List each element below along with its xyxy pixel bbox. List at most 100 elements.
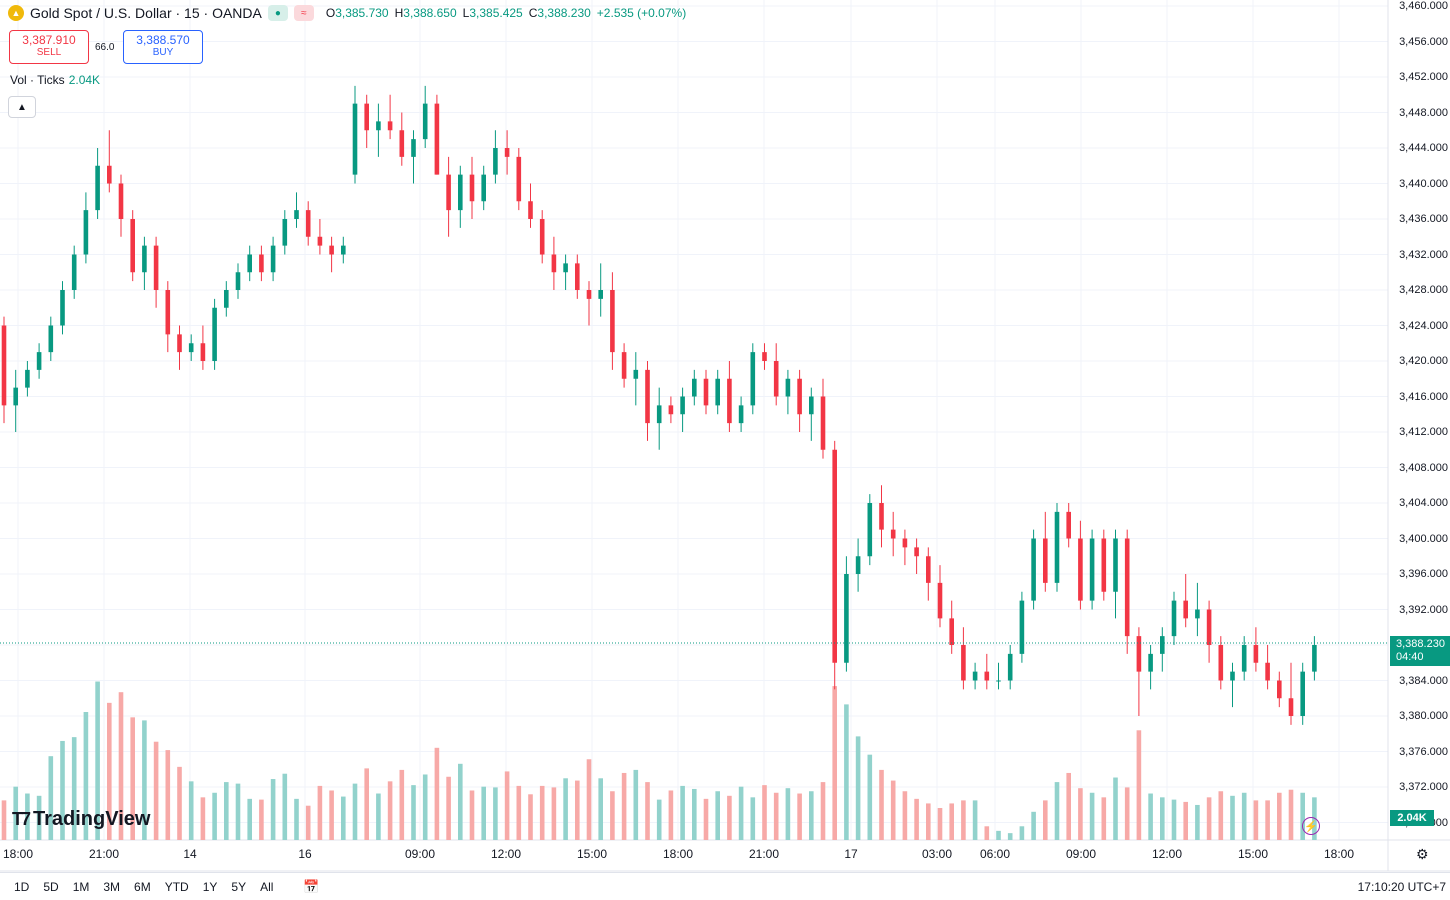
volume-bar	[36, 795, 42, 840]
candle-body	[294, 210, 299, 219]
candle-body	[270, 245, 276, 273]
candle-body	[528, 201, 533, 219]
candle-body	[48, 325, 54, 353]
market-open-icon[interactable]: ●	[267, 5, 288, 21]
symbol-legend[interactable]: ▲ Gold Spot / U.S. Dollar · 15 · OANDA ●…	[8, 5, 686, 21]
price-tick-label: 3,432.000	[1399, 248, 1448, 261]
volume-bar	[984, 826, 990, 840]
sell-price: 3,387.910	[22, 33, 76, 47]
sell-button[interactable]: 3,387.910 SELL	[9, 30, 89, 64]
range-button-3m[interactable]: 3M	[103, 879, 121, 894]
range-buttons: 1D 5D 1M 3M 6M YTD 1Y 5Y All	[0, 880, 273, 894]
candle-body	[551, 254, 557, 273]
volume-bar	[551, 787, 557, 840]
price-tick-label: 3,440.000	[1399, 177, 1448, 190]
volume-bar	[224, 782, 229, 840]
settings-gear-icon[interactable]: ⚙	[1416, 846, 1429, 862]
volume-bar	[528, 794, 533, 840]
volume-bar	[411, 785, 416, 840]
volume-bar	[656, 799, 662, 840]
time-tick-label: 21:00	[88, 847, 120, 861]
candle-body	[1043, 538, 1048, 583]
volume-bar	[71, 737, 77, 840]
candle-body	[539, 219, 545, 255]
candle-body	[153, 245, 159, 290]
volume-bar	[48, 756, 54, 840]
volume-legend[interactable]: Vol · Ticks 2.04K	[10, 73, 100, 87]
candle-body	[1160, 636, 1165, 654]
volume-bar	[25, 793, 30, 840]
candle-body	[984, 671, 990, 681]
candle-body	[598, 290, 603, 299]
spread-value: 66.0	[95, 42, 115, 53]
volume-bar	[305, 805, 311, 840]
chevron-up-icon: ▲	[17, 101, 27, 113]
volume-bar	[621, 772, 627, 840]
bottom-toolbar: 1D 5D 1M 3M 6M YTD 1Y 5Y All 📅 17:10:20 UTC+7	[0, 872, 1450, 900]
volume-bar	[1113, 777, 1118, 840]
volume-bar	[469, 790, 475, 840]
candle-body	[1031, 538, 1036, 601]
candle-body	[703, 378, 709, 406]
time-tick-label: 14	[183, 847, 197, 861]
range-button-5d[interactable]: 5D	[43, 879, 59, 894]
candle-body	[387, 121, 393, 131]
volume-bar	[855, 736, 861, 840]
candle-body	[469, 174, 475, 202]
candle-body	[1, 325, 7, 406]
time-tick-label: 18:00	[2, 847, 34, 861]
candle-body	[376, 121, 381, 131]
clock[interactable]: 17:10:20 UTC+7	[1357, 880, 1446, 894]
time-tick-label: 17	[844, 847, 858, 861]
volume-bar	[1078, 788, 1083, 840]
date-range-calendar-icon[interactable]: 📅	[303, 878, 320, 894]
candle-body	[118, 183, 124, 219]
candle-body	[1253, 645, 1259, 663]
candle-body	[1288, 698, 1294, 716]
candle-body	[563, 263, 568, 273]
volume-bar	[387, 781, 393, 840]
volume-bar	[422, 774, 428, 840]
volume-bar	[809, 791, 814, 840]
symbol-title[interactable]: Gold Spot / U.S. Dollar · 15 · OANDA	[30, 5, 262, 21]
candle-body	[504, 148, 510, 157]
range-button-6m[interactable]: 6M	[134, 879, 151, 894]
range-button-1d[interactable]: 1D	[14, 879, 30, 894]
candle-body	[1019, 600, 1025, 654]
candle-body	[879, 503, 884, 530]
candle-body	[668, 405, 674, 415]
candle-body	[692, 378, 697, 397]
volume-bar	[1230, 795, 1235, 840]
candle-body	[809, 396, 814, 415]
volume-bar	[83, 712, 89, 840]
volume-bar	[434, 747, 440, 840]
price-tick-label: 3,452.000	[1399, 71, 1448, 83]
candle-body	[575, 263, 580, 290]
buy-button[interactable]: 3,388.570 BUY	[123, 30, 203, 64]
volume-bar	[118, 692, 124, 840]
collapse-legend-button[interactable]: ▲	[8, 96, 36, 118]
range-button-5y[interactable]: 5Y	[231, 879, 247, 894]
candle-body	[1124, 538, 1130, 637]
time-tick-label: 16	[298, 847, 312, 861]
candle-body	[142, 245, 147, 273]
volume-bar	[481, 786, 486, 840]
candle-body	[107, 165, 112, 184]
tradingview-logo[interactable]: T7 TradingView	[12, 808, 150, 831]
candle-body	[1206, 609, 1212, 645]
range-button-1m[interactable]: 1M	[72, 879, 90, 894]
range-button-ytd[interactable]: YTD	[164, 879, 189, 894]
lightning-icon[interactable]: ⚡	[1302, 817, 1320, 835]
volume-bar	[341, 796, 346, 840]
range-button-all[interactable]: All	[260, 879, 274, 894]
candle-body	[259, 254, 264, 273]
volume-bar	[188, 781, 194, 840]
candle-body	[996, 680, 1001, 682]
candle-body	[212, 307, 217, 361]
candle-body	[95, 165, 100, 211]
range-button-1y[interactable]: 1Y	[202, 879, 218, 894]
candle-body	[235, 272, 241, 290]
data-delay-icon[interactable]: ≈	[293, 5, 314, 21]
last-price-tag: 3,388.230 04:40	[1390, 635, 1450, 666]
